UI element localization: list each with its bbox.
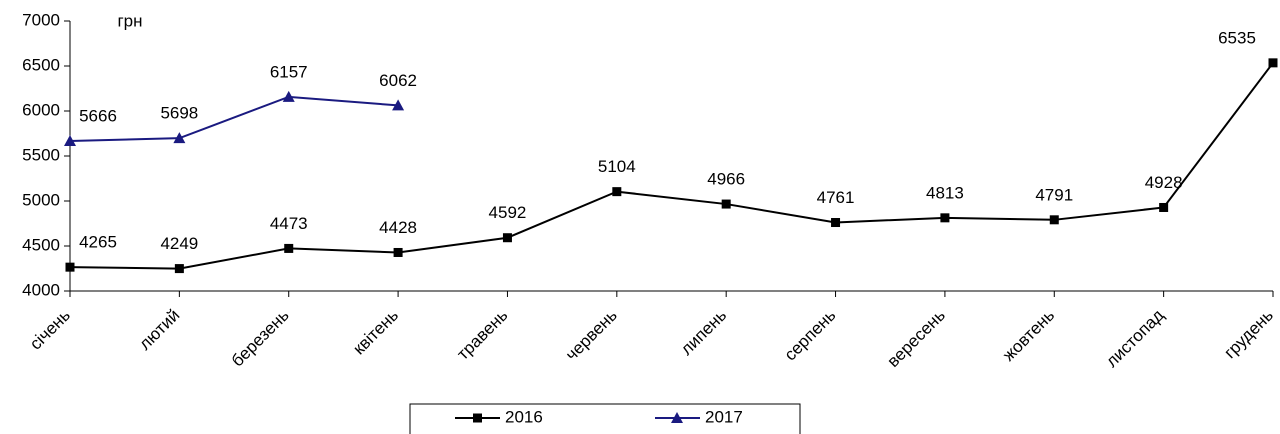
x-tick-label: травень	[453, 305, 511, 363]
y-tick-label: 5500	[22, 145, 60, 164]
x-tick-label: жовтень	[999, 305, 1058, 364]
data-label: 4966	[707, 170, 745, 189]
x-tick-label: січень	[26, 305, 74, 353]
marker	[940, 213, 950, 223]
x-tick-label: липень	[677, 305, 730, 358]
data-label: 6157	[270, 62, 308, 81]
marker	[64, 135, 76, 147]
x-tick-label: лютий	[135, 306, 183, 354]
x-tick-label: грудень	[1220, 305, 1277, 362]
marker	[284, 243, 294, 253]
marker	[1268, 58, 1278, 68]
data-label: 4592	[489, 203, 527, 222]
x-tick-label: вересень	[884, 305, 949, 370]
data-label: 5698	[160, 104, 198, 123]
legend-marker	[473, 413, 482, 423]
x-tick-label: березень	[228, 305, 293, 370]
x-tick-label: листопад	[1102, 306, 1167, 371]
data-label: 5104	[598, 157, 636, 176]
legend: 2016 2017	[409, 403, 801, 434]
data-label: 5666	[79, 107, 117, 126]
legend-label: 2017	[705, 407, 743, 426]
marker	[502, 233, 512, 243]
unit-label: грн	[117, 11, 142, 30]
marker	[393, 247, 403, 257]
x-tick-label: червень	[562, 305, 621, 364]
data-label: 4761	[817, 188, 855, 207]
series-line	[69, 62, 1274, 270]
x-tick-label: серпень	[781, 305, 840, 364]
data-label: 4473	[270, 214, 308, 233]
marker	[612, 187, 622, 197]
marker	[1049, 215, 1059, 225]
marker	[65, 262, 75, 272]
y-tick-label: 5000	[22, 190, 60, 209]
marker	[392, 99, 405, 111]
data-label: 6535	[1218, 28, 1256, 47]
y-tick-label: 4500	[22, 235, 60, 254]
marker	[174, 264, 184, 274]
x-tick-label: квітень	[349, 305, 402, 358]
legend-label: 2016	[505, 407, 543, 426]
data-label: 6062	[379, 71, 417, 90]
data-label: 4791	[1035, 185, 1073, 204]
data-label: 4928	[1145, 173, 1183, 192]
legend-marker	[671, 412, 683, 423]
y-tick-label: 7000	[22, 10, 60, 29]
marker	[173, 132, 186, 144]
marker	[282, 90, 295, 102]
data-label: 4249	[160, 234, 198, 253]
y-tick-label: 4000	[22, 280, 60, 299]
marker	[831, 218, 841, 228]
marker	[1159, 202, 1169, 212]
data-label: 4265	[79, 233, 117, 252]
y-tick-label: 6000	[22, 100, 60, 119]
y-tick-label: 6500	[22, 55, 60, 74]
data-label: 4813	[926, 183, 964, 202]
marker	[721, 199, 731, 209]
data-label: 4428	[379, 218, 417, 237]
series-line	[69, 95, 399, 143]
